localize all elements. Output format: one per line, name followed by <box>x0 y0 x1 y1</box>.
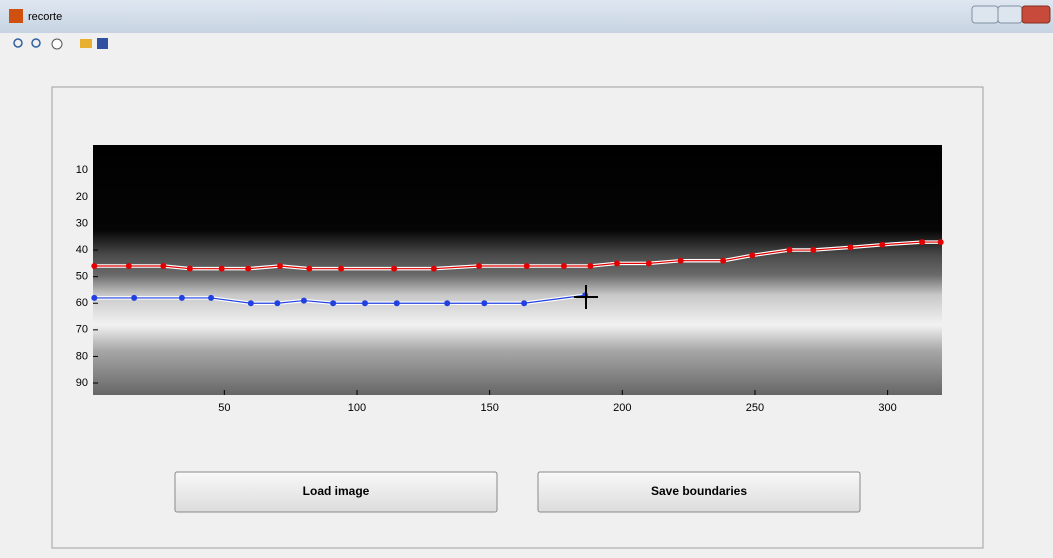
matlab-window: recorte 50 100 150 200 250 300 10 20 30 40 50 60 70 8… <box>0 0 1053 558</box>
button-label: Load image <box>303 484 370 498</box>
boundary-point <box>362 300 368 306</box>
save-button[interactable]: Save boundaries <box>538 472 860 512</box>
boundary-point <box>248 300 254 306</box>
boundary-point <box>431 266 437 272</box>
boundary-point <box>879 242 885 248</box>
boundary-point <box>391 266 397 272</box>
boundary-point <box>614 260 620 266</box>
boundary-point <box>394 300 400 306</box>
boundary-point <box>521 300 527 306</box>
x-tick-label: 300 <box>878 402 896 414</box>
y-tick-label: 90 <box>76 377 88 389</box>
y-tick-label: 50 <box>76 271 88 283</box>
x-tick-label: 150 <box>480 402 498 414</box>
boundary-point <box>131 295 137 301</box>
x-tick-label: 100 <box>348 402 366 414</box>
x-tick-label: 50 <box>218 402 230 414</box>
boundary-point <box>587 263 593 269</box>
boundary-point <box>330 300 336 306</box>
boundary-point <box>749 252 755 258</box>
app-icon <box>9 9 23 23</box>
boundary-point <box>306 266 312 272</box>
boundary-point <box>919 239 925 245</box>
y-tick-label: 80 <box>76 350 88 362</box>
boundary-point <box>208 295 214 301</box>
boundary-point <box>810 247 816 253</box>
boundary-point <box>720 258 726 264</box>
boundary-point <box>277 263 283 269</box>
boundary-point <box>179 295 185 301</box>
load-button[interactable]: Load image <box>175 472 497 512</box>
boundary-point <box>187 266 193 272</box>
boundary-point <box>91 295 97 301</box>
boundary-point <box>301 298 307 304</box>
boundary-point <box>646 260 652 266</box>
boundary-point <box>847 244 853 250</box>
y-tick-label: 10 <box>76 164 88 176</box>
window-title: recorte <box>28 11 62 23</box>
window-controls[interactable] <box>972 6 1050 23</box>
boundary-point <box>245 266 251 272</box>
y-tick-label: 30 <box>76 217 88 229</box>
boundary-point <box>338 266 344 272</box>
boundary-point <box>476 263 482 269</box>
boundary-point <box>219 266 225 272</box>
title-bar <box>0 0 1053 33</box>
x-tick-label: 200 <box>613 402 631 414</box>
boundary-point <box>481 300 487 306</box>
boundary-point <box>274 300 280 306</box>
boundary-point <box>938 239 944 245</box>
boundary-point <box>160 263 166 269</box>
x-tick-label: 250 <box>746 402 764 414</box>
toolbar <box>0 33 1053 55</box>
y-tick-label: 60 <box>76 297 88 309</box>
boundary-point <box>561 263 567 269</box>
boundary-point <box>524 263 530 269</box>
button-label: Save boundaries <box>651 484 747 498</box>
boundary-point <box>444 300 450 306</box>
y-tick-label: 40 <box>76 244 88 256</box>
y-tick-label: 70 <box>76 324 88 336</box>
boundary-point <box>786 247 792 253</box>
boundary-point <box>678 258 684 264</box>
y-tick-label: 20 <box>76 191 88 203</box>
boundary-point <box>126 263 132 269</box>
boundary-point <box>91 263 97 269</box>
